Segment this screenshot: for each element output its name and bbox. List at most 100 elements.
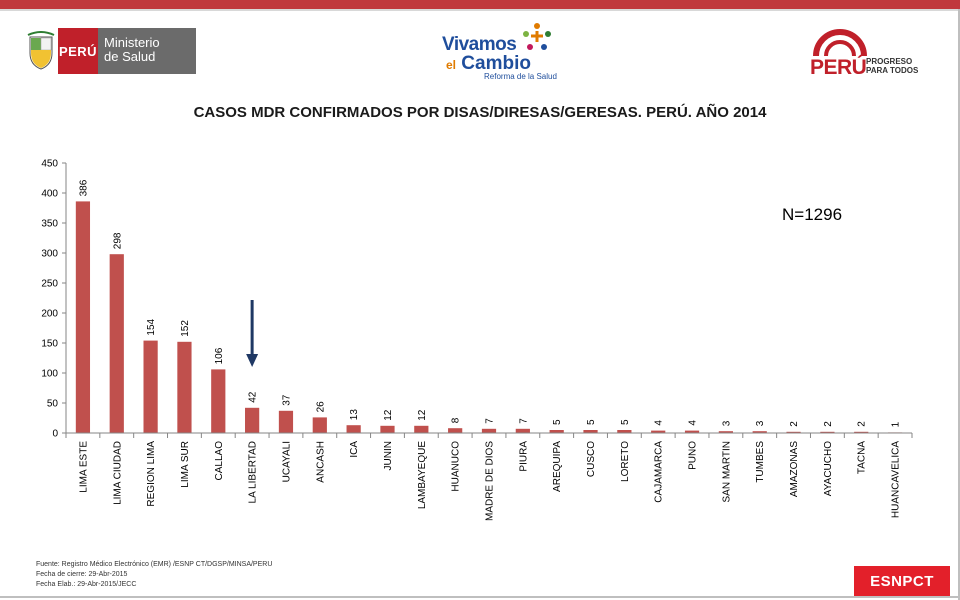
bar <box>481 428 497 433</box>
bar <box>549 430 564 433</box>
peru-progreso-logo: PERÚ PROGRESO PARA TODOS <box>808 28 928 80</box>
bar <box>583 430 598 433</box>
peru-tagline: PROGRESO PARA TODOS <box>866 57 918 75</box>
y-tick-label: 50 <box>47 399 59 410</box>
category-label: LIMA CIUDAD <box>112 441 123 505</box>
bar <box>752 431 767 433</box>
bar-value-label: 298 <box>112 232 123 249</box>
y-tick-label: 200 <box>41 309 58 320</box>
bar-value-label: 3 <box>755 420 766 426</box>
category-label: MADRE DE DIOS <box>485 441 496 521</box>
bar <box>143 340 158 433</box>
peru-wordmark: PERÚ <box>810 56 867 79</box>
bar-value-label: 37 <box>281 394 292 406</box>
bar <box>651 430 666 433</box>
category-label: REGION LIMA <box>146 441 157 507</box>
bar-value-label: 26 <box>315 401 326 413</box>
category-label: ICA <box>349 441 360 458</box>
bar-value-label: 386 <box>78 179 89 196</box>
bar-value-label: 5 <box>552 419 563 425</box>
total-n-label: N=1296 <box>782 205 843 224</box>
category-label: TUMBES <box>755 441 766 483</box>
bar-value-label: 7 <box>518 418 529 424</box>
bottom-border <box>0 596 960 598</box>
bar-value-label: 2 <box>857 421 868 427</box>
people-circle-icon <box>523 23 551 50</box>
category-label: SAN MARTIN <box>721 441 732 503</box>
closing-date: Fecha de cierre: 29-Abr-2015 <box>36 571 128 578</box>
bar <box>718 431 733 433</box>
category-label: LIMA SUR <box>180 441 191 488</box>
vivamos-line1: Vivamos <box>442 34 517 55</box>
bar <box>109 254 124 433</box>
bar <box>312 417 327 433</box>
bar <box>684 430 700 433</box>
y-tick-label: 0 <box>52 429 58 440</box>
category-label: AYACUCHO <box>823 441 834 496</box>
right-border <box>958 9 960 600</box>
category-label: PUNO <box>688 441 699 470</box>
y-tick-label: 450 <box>41 159 58 170</box>
bar-value-label: 1 <box>891 421 902 427</box>
bar-value-label: 4 <box>688 420 699 426</box>
source-notes: Fuente: Registro Médico Electrónico (EMR… <box>36 560 272 590</box>
bar-value-label: 5 <box>620 419 631 425</box>
category-label: AREQUIPA <box>552 441 563 492</box>
bar <box>211 369 226 433</box>
vivamos-el: el <box>446 58 457 72</box>
category-label: LA LIBERTAD <box>248 441 259 503</box>
category-label: AMAZONAS <box>789 441 800 497</box>
chart-title: CASOS MDR CONFIRMADOS POR DISAS/DIRESAS/… <box>193 104 767 121</box>
category-label: HUANCAVELICA <box>891 441 902 518</box>
bar <box>278 410 294 433</box>
peru-coat-of-arms-icon <box>24 28 58 74</box>
category-label: JUNIN <box>383 441 394 470</box>
bars: 386 298 154 152 106 42 37 26 13 12 12 8 7 7 5 5 5 4 4 3 3 2 2 2… <box>75 179 903 433</box>
bar <box>245 407 260 433</box>
source-line: Fuente: Registro Médico Electrónico (EMR… <box>36 561 273 568</box>
vivamos-line2: el Cambio <box>446 53 531 75</box>
bar-value-label: 13 <box>349 409 360 421</box>
bar-value-label: 8 <box>451 417 462 423</box>
minsa-line2: de Salud <box>104 49 156 64</box>
bar-value-label: 152 <box>180 320 191 337</box>
category-label: PIURA <box>518 441 529 472</box>
esnpct-badge: ESNPCT <box>854 566 950 596</box>
bar-value-label: 2 <box>823 421 834 427</box>
minsa-name: Ministerio de Salud <box>98 28 196 74</box>
bar <box>820 431 835 433</box>
category-label: UCAYALI <box>281 441 292 482</box>
x-axis: LIMA ESTE LIMA CIUDAD REGION LIMA LIMA SUR C… <box>65 432 913 521</box>
category-label: LORETO <box>620 441 631 482</box>
category-label: LAMBAYEQUE <box>417 441 428 509</box>
bar <box>617 430 632 433</box>
category-label: HUANUCO <box>451 441 462 492</box>
bar <box>515 428 530 433</box>
vivamos-cambio: Cambio <box>461 53 531 74</box>
bar-value-label: 12 <box>417 409 428 421</box>
y-tick-label: 150 <box>41 339 58 350</box>
vivamos-subtitle: Reforma de la Salud <box>484 72 557 81</box>
bar-value-label: 5 <box>586 419 597 425</box>
y-tick-label: 300 <box>41 249 58 260</box>
category-label: CAJAMARCA <box>654 441 665 503</box>
y-tick-label: 350 <box>41 219 58 230</box>
y-tick-label: 100 <box>41 369 58 380</box>
bar <box>448 428 463 433</box>
bar-value-label: 42 <box>248 391 259 403</box>
y-axis: 0 50 100 150 200 250 300 350 400 450 <box>41 159 67 440</box>
minsa-country-label: PERÚ <box>58 28 98 74</box>
bar <box>380 425 395 433</box>
peru-tagline-1: PROGRESO <box>866 57 913 66</box>
highlight-arrow <box>246 300 259 367</box>
category-label: ANCASH <box>315 441 326 483</box>
arrow-down-icon <box>246 354 259 367</box>
category-label: CUSCO <box>586 441 597 477</box>
category-label: LIMA ESTE <box>78 441 89 493</box>
minsa-logo: PERÚ Ministerio de Salud <box>24 28 196 74</box>
y-tick-label: 250 <box>41 279 58 290</box>
bar-value-label: 3 <box>721 420 732 426</box>
top-accent-bar <box>0 0 960 9</box>
bar <box>786 431 801 433</box>
